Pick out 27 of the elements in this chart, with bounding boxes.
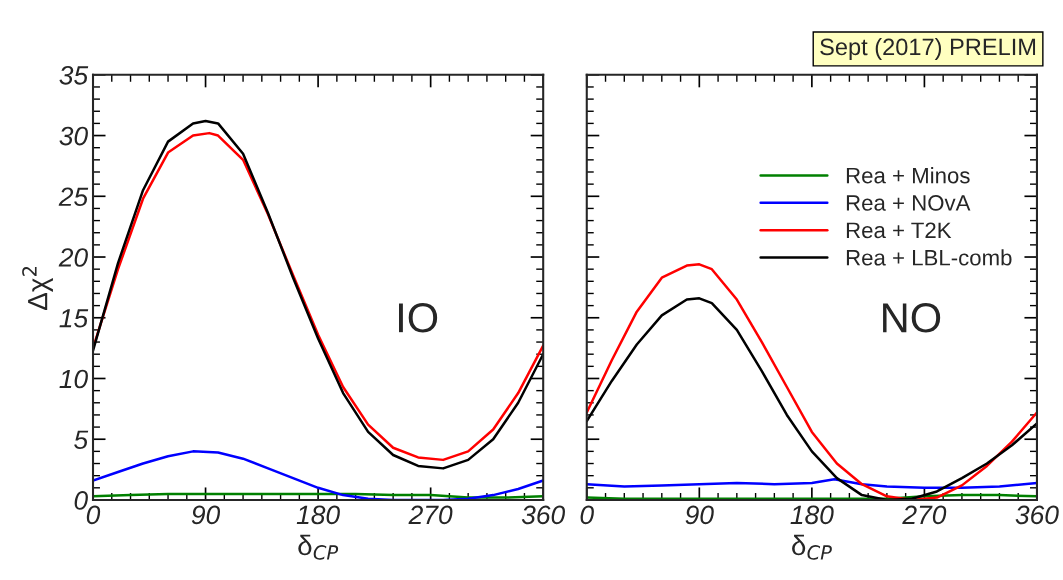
y-tick-label: 35 — [59, 65, 89, 85]
y-tick-label: 25 — [58, 187, 89, 207]
x-tick-label: 90 — [685, 505, 714, 525]
annotation: NO — [883, 303, 941, 333]
y-tick-label: 15 — [59, 309, 89, 328]
x-axis-title: δ$_{CP}$ — [298, 534, 339, 560]
x-tick-label: 270 — [408, 505, 453, 525]
x-axis-title: δ$_{CP}$ — [792, 534, 832, 560]
y-axis-title: Δχ$^{2}$ — [22, 266, 53, 310]
x-tick-label: 0 — [580, 505, 594, 525]
text: Sept (2017) PRELIM — [820, 37, 1036, 60]
y-tick-label: 10 — [59, 369, 88, 389]
legend-label: Rea + NOvA — [846, 195, 971, 211]
y-tick-label: 20 — [58, 248, 88, 267]
x-tick-label: 360 — [1015, 505, 1059, 525]
legend-label: Rea + LBL-comb — [846, 249, 1012, 266]
x-tick-label: 180 — [296, 505, 340, 525]
x-tick-label: 270 — [902, 505, 947, 525]
x-tick-label: 180 — [790, 505, 834, 525]
y-tick-label: 5 — [74, 430, 89, 450]
y-tick-label: 0 — [74, 491, 88, 510]
annotation: IO — [399, 303, 438, 333]
legend-label: Rea + Minos — [846, 167, 970, 184]
x-tick-label: 90 — [191, 505, 221, 525]
legend-label: Rea + T2K — [846, 222, 952, 239]
y-tick-label: 30 — [59, 126, 88, 146]
x-tick-label: 360 — [521, 505, 565, 525]
